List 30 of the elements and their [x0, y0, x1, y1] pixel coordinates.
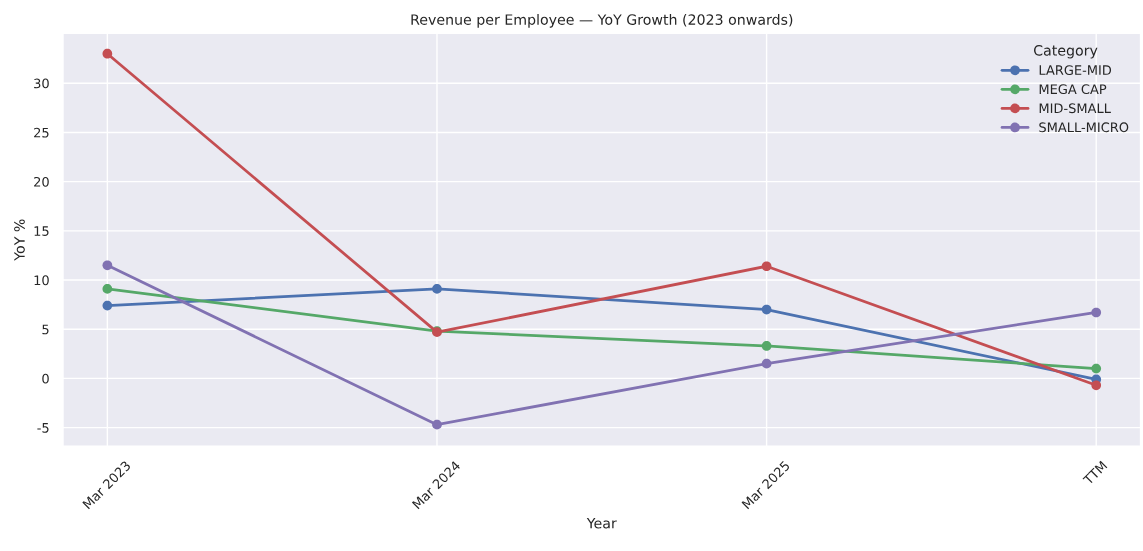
y-tick-label: -5 [37, 423, 49, 433]
point [432, 419, 442, 430]
y-tick-label: 0 [42, 373, 49, 384]
y-tick-label: 25 [34, 127, 49, 138]
point [432, 284, 442, 294]
legend-label: MID-SMALL [1039, 103, 1111, 114]
y-axis-title: YoY % [14, 219, 25, 261]
legend-label: SMALL-MICRO [1039, 122, 1129, 133]
x-axis-title: Year [586, 518, 617, 529]
point [102, 300, 113, 311]
point [1091, 307, 1102, 318]
point [761, 341, 772, 351]
y-tick-label: 15 [34, 226, 49, 236]
y-tick-label: 30 [34, 78, 49, 89]
x-tick-label: TTM [1082, 460, 1108, 486]
y-tick-label: 10 [34, 275, 49, 286]
point [1091, 363, 1102, 374]
y-tick-label: 5 [42, 324, 49, 335]
point [102, 48, 113, 59]
point [761, 304, 772, 315]
point [761, 358, 772, 369]
point [1091, 380, 1102, 391]
legend-label: LARGE-MID [1039, 65, 1112, 75]
point [102, 260, 113, 271]
point [761, 261, 772, 272]
legend-title: Category [1033, 45, 1098, 59]
chart-title: Revenue per Employee — YoY Growth (2023 onwards) [411, 13, 793, 28]
y-tick-label: 20 [34, 176, 49, 187]
legend-label: MEGA CAP [1039, 84, 1107, 95]
point [102, 284, 113, 294]
